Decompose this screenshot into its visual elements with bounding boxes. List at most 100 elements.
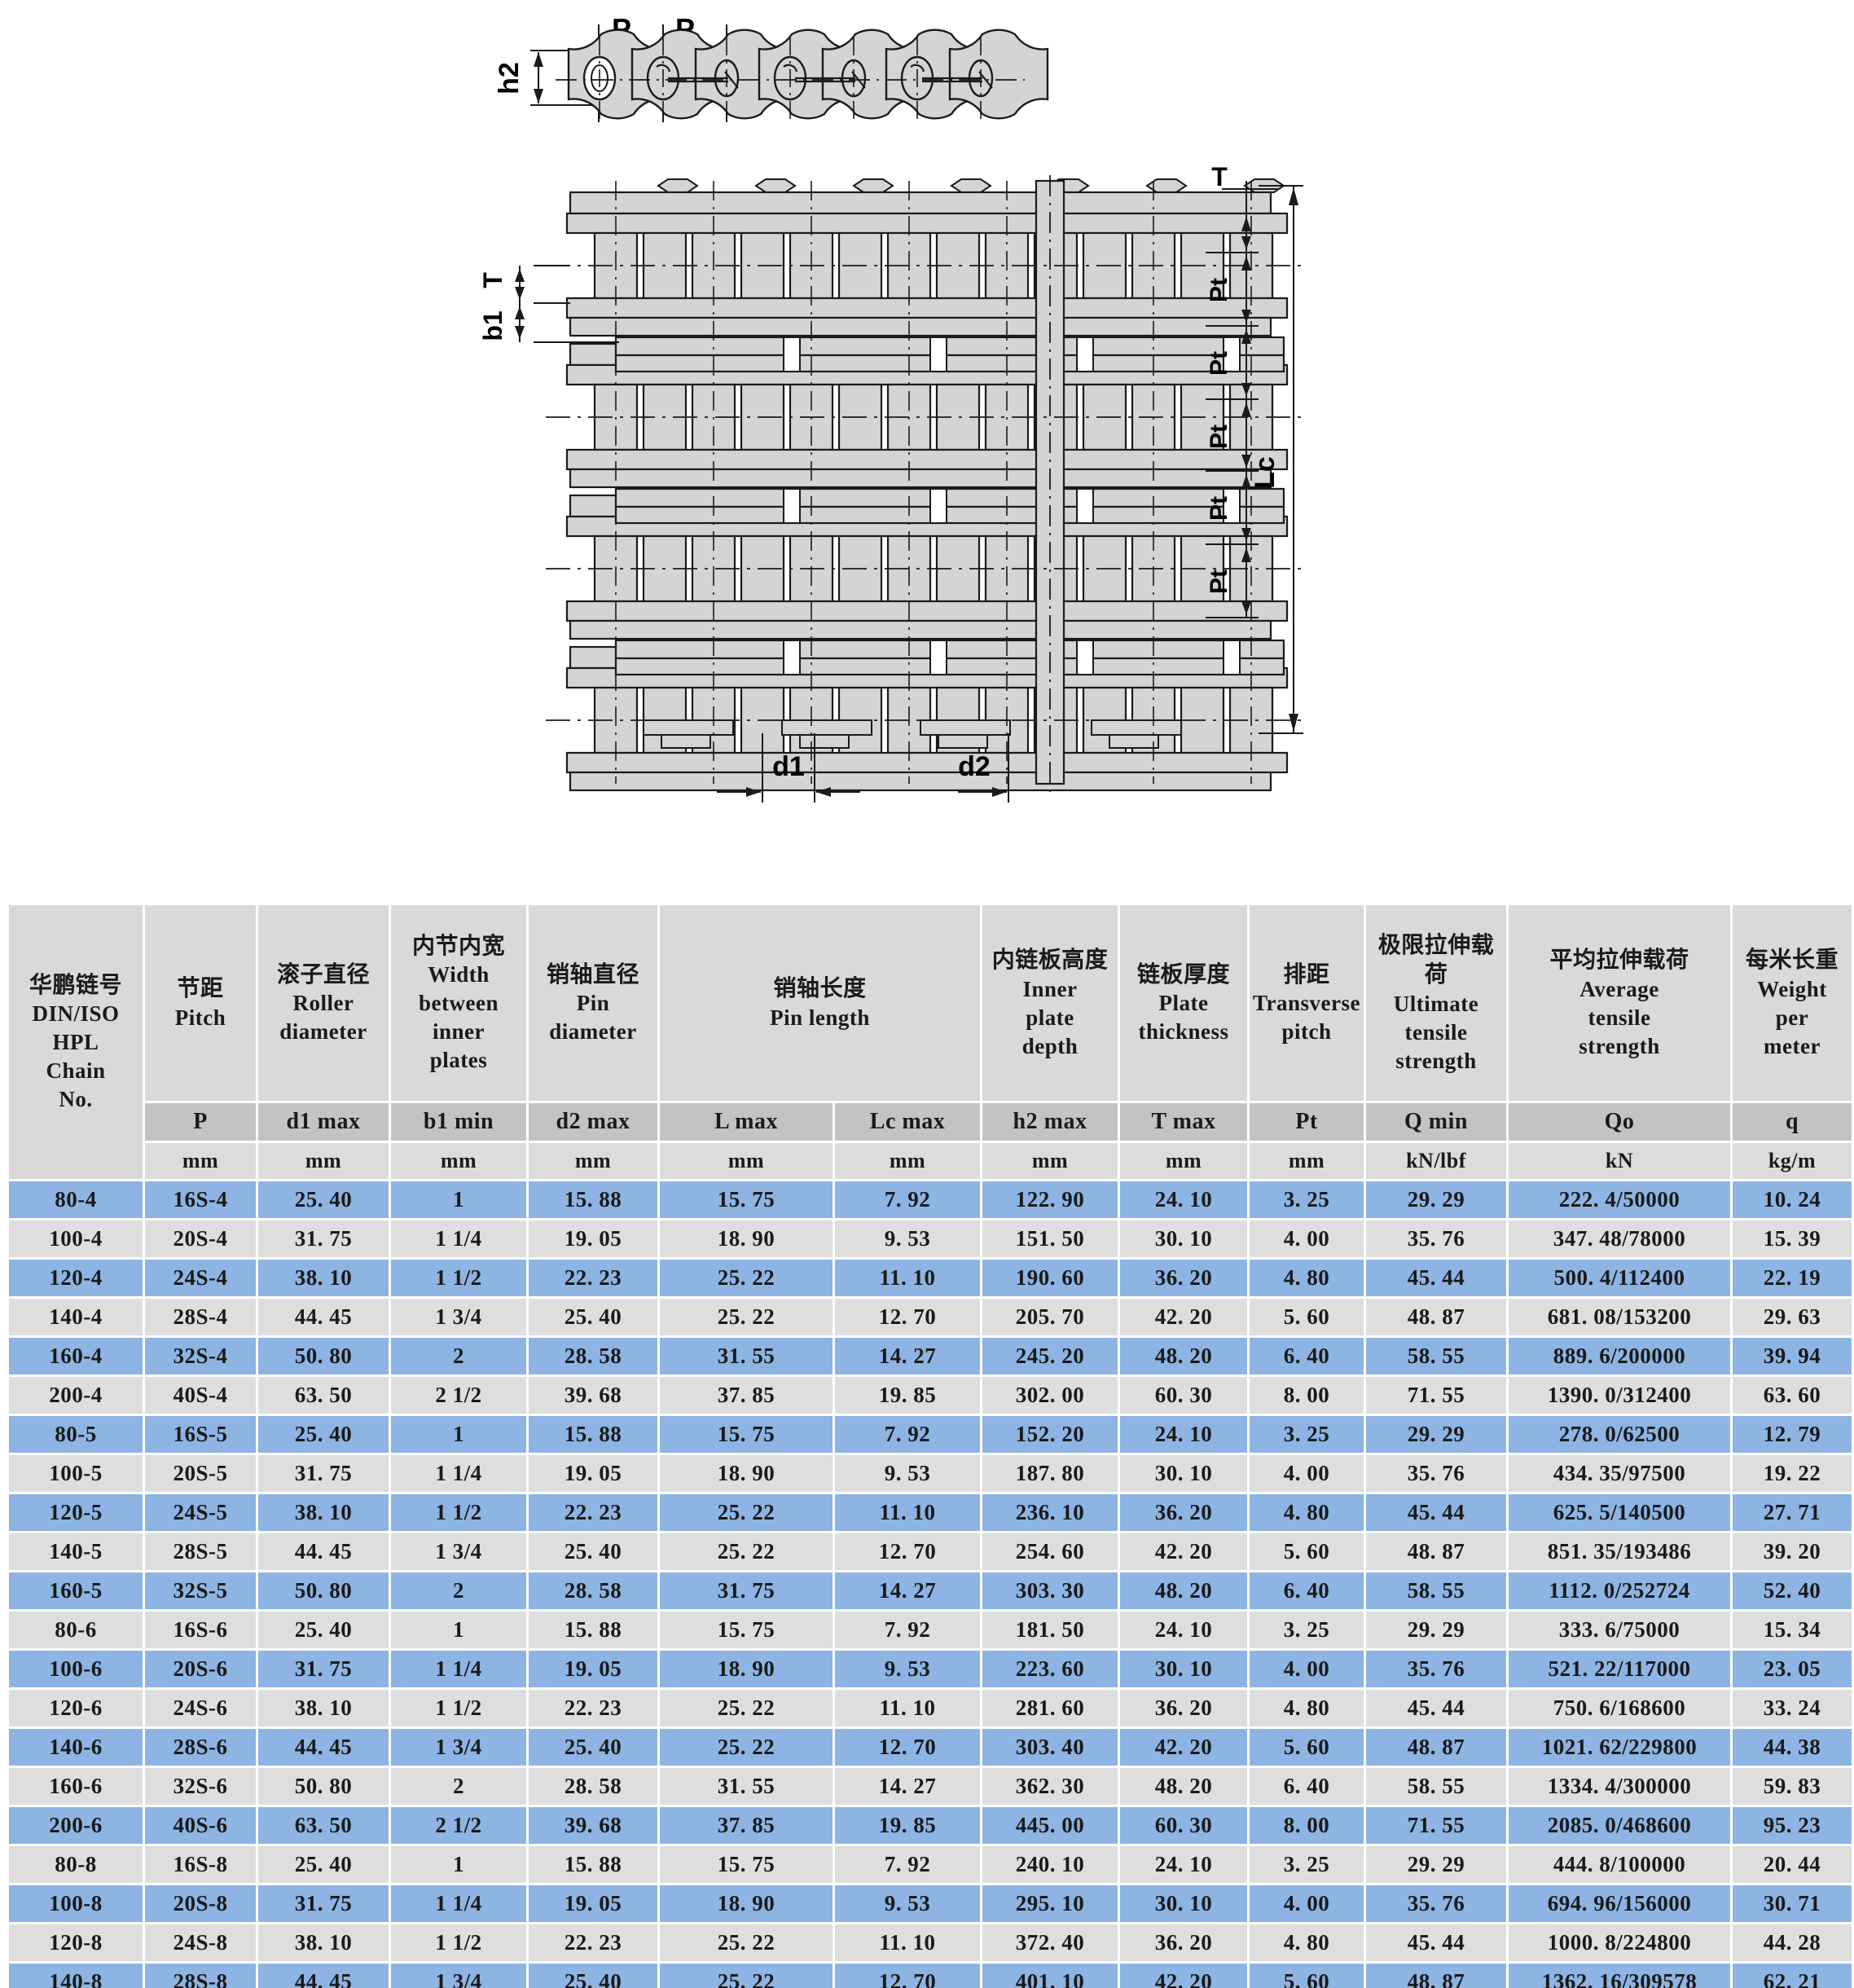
table-cell: 1 1/2 (391, 1260, 526, 1296)
header-group-depth-en3: depth (1021, 1033, 1079, 1058)
symbol-d1max: d1 max (258, 1103, 389, 1141)
table-cell: 25. 22 (660, 1690, 833, 1726)
table-cell: 38. 10 (258, 1690, 389, 1726)
header-group-roller-en1: Roller (292, 991, 354, 1016)
table-cell: 45. 44 (1366, 1690, 1506, 1726)
table-cell: 303. 30 (982, 1572, 1118, 1609)
header-group-pinlen-cjk: 销轴长度 (773, 974, 867, 1002)
table-row: 100-5 20S-5 31. 75 1 1/4 19. 05 18. 90 9. 53 18… (9, 1455, 1852, 1492)
header-group-pindia-en2: diameter (549, 1019, 637, 1045)
table-cell: 1362. 16/309578 (1509, 1964, 1730, 1988)
table-cell: 4. 80 (1250, 1924, 1364, 1961)
table-cell: 32S-6 (145, 1768, 256, 1805)
table-row: 100-6 20S-6 31. 75 1 1/4 19. 05 18. 90 9. 53 22… (9, 1651, 1852, 1687)
header-group-wt-cjk: 每米长重 (1745, 946, 1839, 974)
header-group-trans-en2: pitch (1281, 1019, 1332, 1045)
table-cell: 25. 22 (660, 1729, 833, 1766)
table-cell: 11. 10 (835, 1260, 980, 1296)
table-cell: 44. 45 (258, 1533, 389, 1570)
table-cell: 7. 92 (835, 1846, 980, 1883)
table-row: 80-8 16S-8 25. 40 1 15. 88 15. 75 7. 92 240. 10… (9, 1846, 1852, 1883)
label-Lc: Lc (1250, 456, 1281, 489)
header-group-width-between-plates: 内节内宽 Width between inner plates (391, 905, 526, 1101)
table-cell: 11. 10 (835, 1690, 980, 1726)
table-cell: 1 (391, 1416, 526, 1453)
header-group-pin-length: 销轴长度 Pin length (660, 905, 980, 1101)
table-cell: 25. 22 (660, 1299, 833, 1335)
unit-d2max: mm (529, 1143, 657, 1179)
table-cell: 151. 50 (982, 1221, 1118, 1257)
cell-chain-no: 100-8 (9, 1885, 143, 1922)
table-cell: 24. 10 (1120, 1416, 1247, 1453)
side-view: P P h2 (494, 12, 1049, 122)
unit-h2max: mm (982, 1143, 1118, 1179)
unit-row: mm mm mm mm mm mm mm mm mm kN/lbf kN kg/… (9, 1143, 1852, 1179)
table-cell: 1 1/4 (391, 1651, 526, 1687)
symbol-q: q (1733, 1103, 1852, 1141)
table-cell: 2 1/2 (391, 1807, 526, 1844)
unit-b1min: mm (391, 1143, 526, 1179)
table-row: 160-5 32S-5 50. 80 2 28. 58 31. 75 14. 27 303. … (9, 1572, 1852, 1609)
header-group-avg-en2: tensile (1588, 1005, 1651, 1030)
table-cell: 9. 53 (835, 1221, 980, 1257)
header-group-depth-en1: Inner (1022, 976, 1078, 1001)
table-cell: 444. 8/100000 (1509, 1846, 1730, 1883)
unit-Lcmax: mm (835, 1143, 980, 1179)
table-cell: 20S-8 (145, 1885, 256, 1922)
table-cell: 12. 79 (1733, 1416, 1852, 1453)
header-group-pin-diameter: 销轴直径 Pin diameter (529, 905, 657, 1101)
table-cell: 1 1/2 (391, 1924, 526, 1961)
table-cell: 521. 22/117000 (1509, 1651, 1730, 1687)
table-cell: 889. 6/200000 (1509, 1338, 1730, 1374)
table-cell: 5. 60 (1250, 1964, 1364, 1988)
table-cell: 25. 40 (529, 1729, 657, 1766)
table-cell: 44. 45 (258, 1299, 389, 1335)
header-group-ult-en3: strength (1395, 1048, 1477, 1073)
table-cell: 28. 58 (529, 1768, 657, 1805)
table-cell: 32S-4 (145, 1338, 256, 1374)
cell-chain-no: 140-8 (9, 1964, 143, 1988)
unit-q: kg/m (1733, 1143, 1852, 1179)
table-cell: 19. 05 (529, 1651, 657, 1687)
table-cell: 48. 20 (1120, 1572, 1247, 1609)
header-group-transverse-pitch: 排距 Transverse pitch (1250, 905, 1364, 1101)
header-chain-no-line2: HPL (52, 1030, 99, 1055)
table-cell: 48. 87 (1366, 1299, 1506, 1335)
table-row: 80-6 16S-6 25. 40 1 15. 88 15. 75 7. 92 181. 50… (9, 1612, 1852, 1648)
table-cell: 24S-4 (145, 1260, 256, 1296)
table-cell: 152. 20 (982, 1416, 1118, 1453)
table-row: 80-4 16S-4 25. 40 1 15. 88 15. 75 7. 92 122. 90… (9, 1181, 1852, 1218)
table-cell: 4. 00 (1250, 1885, 1364, 1922)
table-row: 200-4 40S-4 63. 50 2 1/2 39. 68 37. 85 19. 85 3… (9, 1377, 1852, 1414)
header-group-pitch: 节距 Pitch (145, 905, 256, 1101)
table-cell: 27. 71 (1733, 1494, 1852, 1531)
table-cell: 42. 20 (1120, 1729, 1247, 1766)
table-cell: 30. 10 (1120, 1651, 1247, 1687)
table-cell: 14. 27 (835, 1768, 980, 1805)
table-cell: 18. 90 (660, 1455, 833, 1492)
table-cell: 30. 10 (1120, 1885, 1247, 1922)
table-cell: 401. 10 (982, 1964, 1118, 1988)
table-cell: 445. 00 (982, 1807, 1118, 1844)
cell-chain-no: 100-5 (9, 1455, 143, 1492)
table-cell: 9. 53 (835, 1651, 980, 1687)
header-group-avg-en1: Average (1579, 976, 1659, 1001)
table-cell: 2 (391, 1768, 526, 1805)
table-cell: 30. 10 (1120, 1221, 1247, 1257)
header-group-width-en4: plates (429, 1048, 488, 1073)
table-cell: 187. 80 (982, 1455, 1118, 1492)
symbol-d2max: d2 max (529, 1103, 657, 1141)
table-cell: 181. 50 (982, 1612, 1118, 1648)
unit-Tmax: mm (1120, 1143, 1247, 1179)
table-cell: 18. 90 (660, 1885, 833, 1922)
cell-chain-no: 80-4 (9, 1181, 143, 1218)
table-row: 100-8 20S-8 31. 75 1 1/4 19. 05 18. 90 9. 53 29… (9, 1885, 1852, 1922)
table-cell: 16S-6 (145, 1612, 256, 1648)
cell-chain-no: 100-6 (9, 1651, 143, 1687)
table-cell: 15. 88 (529, 1181, 657, 1218)
cell-chain-no: 120-5 (9, 1494, 143, 1531)
table-cell: 62. 21 (1733, 1964, 1852, 1988)
table-cell: 44. 38 (1733, 1729, 1852, 1766)
table-cell: 38. 10 (258, 1260, 389, 1296)
table-cell: 36. 20 (1120, 1924, 1247, 1961)
